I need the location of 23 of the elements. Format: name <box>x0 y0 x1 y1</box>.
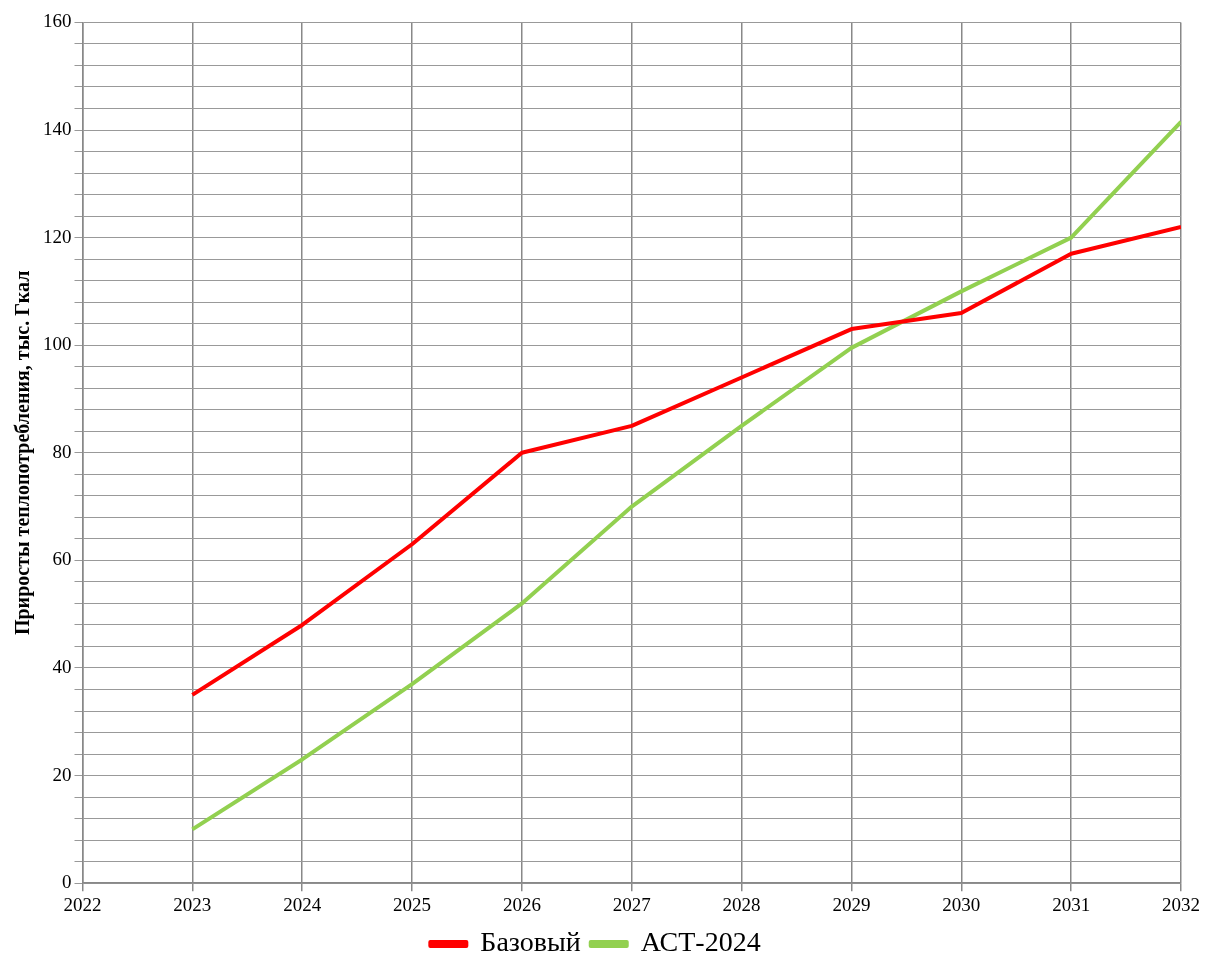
y-tick-label: 20 <box>52 763 72 785</box>
x-tick-label: 2022 <box>63 893 102 915</box>
y-tick-label: 160 <box>43 10 72 32</box>
x-tick-label: 2025 <box>393 893 432 915</box>
y-tick-label: 80 <box>52 440 72 462</box>
y-tick-label: 100 <box>43 333 72 355</box>
y-tick-label: 140 <box>43 117 72 139</box>
x-tick-label: 2028 <box>722 893 761 915</box>
y-tick-label: 120 <box>43 225 72 247</box>
y-tick-label: 40 <box>52 655 72 677</box>
y-tick-label: 0 <box>62 871 72 893</box>
x-tick-label: 2031 <box>1052 893 1091 915</box>
x-tick-label: 2032 <box>1162 893 1200 915</box>
x-tick-label: 2026 <box>502 893 541 915</box>
legend-label: АСТ-2024 <box>640 926 761 958</box>
y-axis-title: Приросты теплопотребления, тыс. Гкал <box>11 270 35 636</box>
legend-label: Базовый <box>480 926 581 958</box>
x-tick-label: 2024 <box>283 893 322 915</box>
y-tick-label: 60 <box>52 548 72 570</box>
x-tick-label: 2029 <box>832 893 871 915</box>
x-tick-label: 2023 <box>173 893 212 915</box>
x-tick-label: 2030 <box>942 893 981 915</box>
x-tick-label: 2027 <box>612 893 651 915</box>
